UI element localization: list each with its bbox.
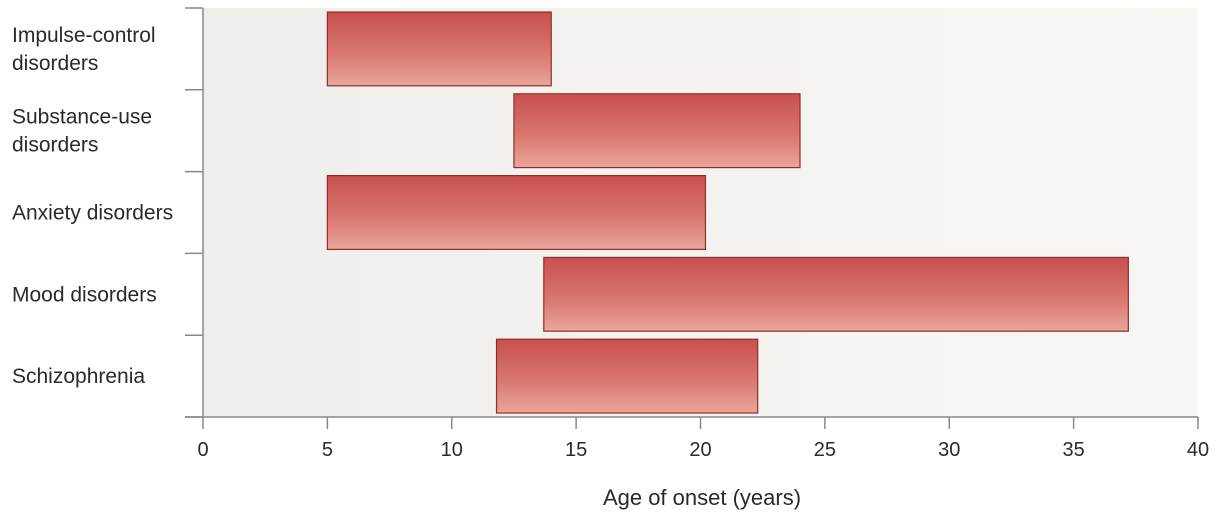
category-label: Schizophrenia [12,365,145,388]
category-label: Mood disorders [12,283,157,306]
range-bar [326,175,707,251]
x-tick-label: 30 [938,439,960,461]
range-bar [326,11,552,87]
category-label: Anxiety disorders [12,202,173,225]
x-tick-label: 35 [1063,439,1085,461]
x-tick-label: 5 [322,439,333,461]
range-bar [513,93,801,169]
x-tick-label: 40 [1187,439,1209,461]
range-bar [543,256,1129,332]
x-tick-label: 10 [441,439,463,461]
x-tick-label: 25 [814,439,836,461]
range-bar [495,338,759,414]
x-axis-title: Age of onset (years) [603,485,801,510]
category-label: Impulse-control disorders [12,24,156,75]
x-tick-label: 15 [565,439,587,461]
x-tick-label: 20 [689,439,711,461]
x-tick-label: 0 [197,439,208,461]
category-label: Substance-use disorders [12,106,152,157]
